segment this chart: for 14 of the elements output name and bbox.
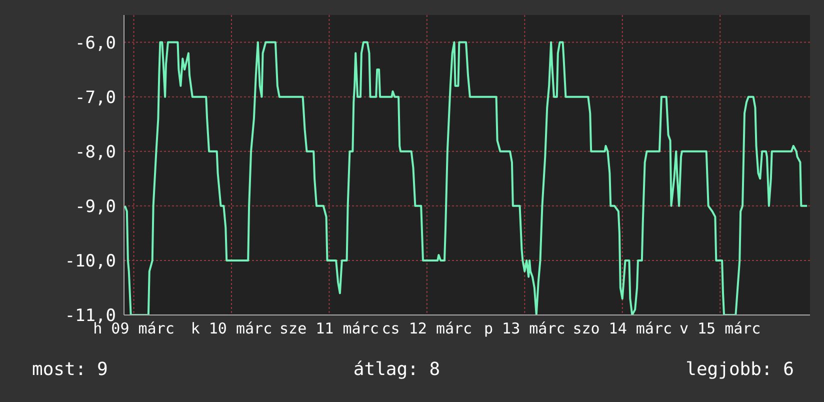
x-tick-label: cs 12 márc <box>382 320 472 338</box>
x-tick-label: szo 14 márc <box>572 320 672 338</box>
text: most: 9 <box>32 359 108 380</box>
x-tick-label: k 10 márc <box>190 320 272 338</box>
text: legjobb: 6 <box>686 359 794 380</box>
y-tick-label: -6,0 <box>75 33 116 54</box>
x-tick-label: v 15 márc <box>679 320 761 338</box>
x-tick-label: p 13 márc <box>484 320 566 338</box>
text: átlag: 8 <box>353 359 440 380</box>
x-tick-label: sze 11 márc <box>280 320 379 338</box>
y-tick-label: -8,0 <box>75 142 116 162</box>
y-tick-label: -7,0 <box>75 88 116 108</box>
y-tick-label: -9,0 <box>75 196 116 217</box>
y-tick-label: -10,0 <box>64 251 116 272</box>
